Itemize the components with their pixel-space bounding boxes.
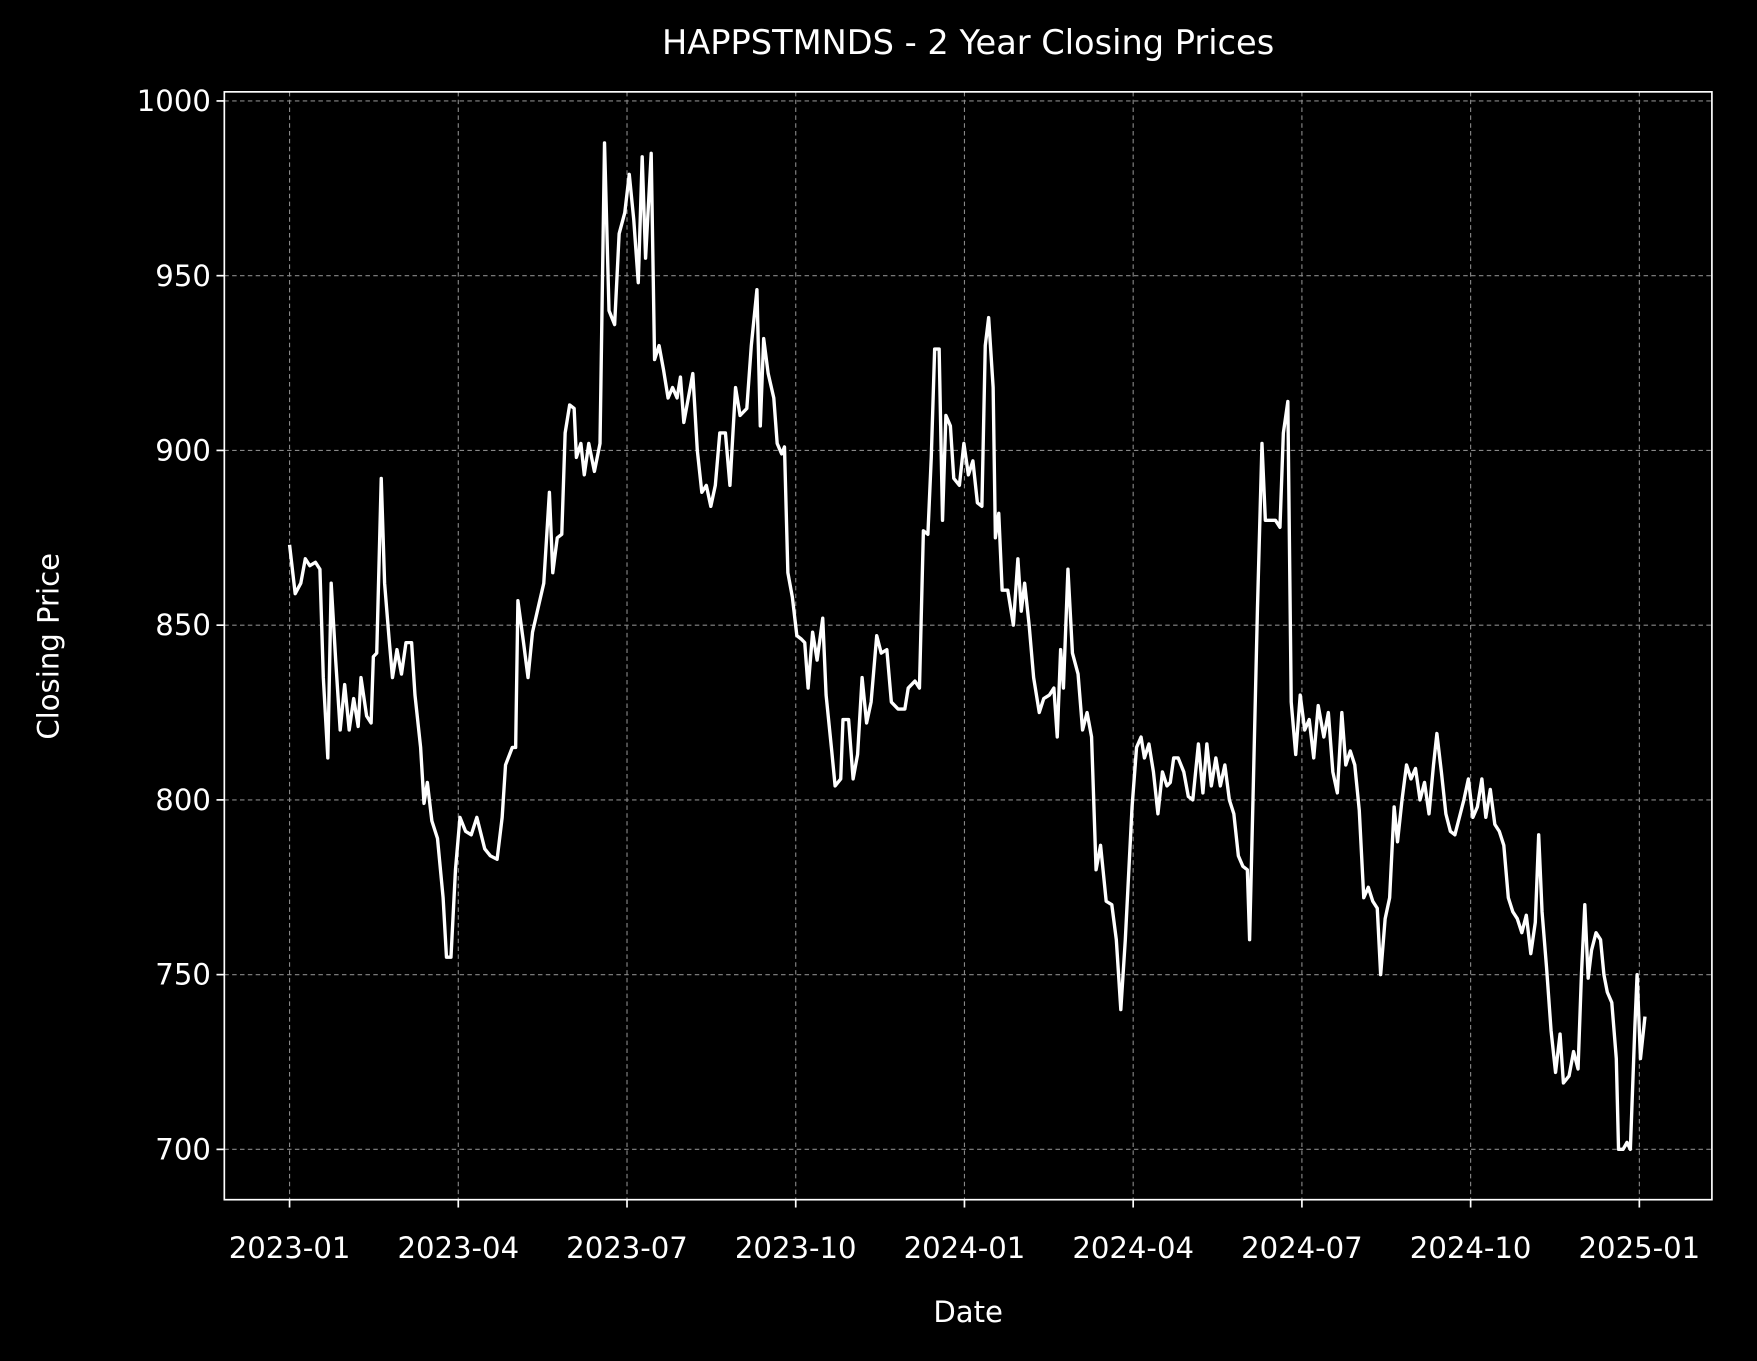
x-axis-label: Date — [933, 1295, 1003, 1329]
y-tick-label: 750 — [155, 958, 211, 992]
x-tick-label: 2024-07 — [1241, 1231, 1363, 1265]
y-tick-label: 700 — [155, 1132, 211, 1166]
y-tick-label: 950 — [155, 259, 211, 293]
y-tick-label: 1000 — [137, 84, 211, 118]
y-tick-label: 900 — [155, 433, 211, 467]
x-tick-label: 2024-01 — [904, 1231, 1026, 1265]
chart-title: HAPPSTMNDS - 2 Year Closing Prices — [662, 23, 1274, 62]
y-tick-label: 850 — [155, 608, 211, 642]
x-tick-label: 2023-07 — [566, 1231, 688, 1265]
x-tick-label: 2024-04 — [1072, 1231, 1194, 1265]
y-tick-label: 800 — [155, 783, 211, 817]
x-tick-label: 2025-01 — [1579, 1231, 1701, 1265]
x-tick-label: 2024-10 — [1410, 1231, 1532, 1265]
plot-frame — [223, 91, 1713, 1201]
y-axis-label: Closing Price — [32, 553, 66, 740]
x-tick-label: 2023-10 — [735, 1231, 857, 1265]
x-tick-label: 2023-01 — [229, 1231, 351, 1265]
price-line — [287, 141, 1647, 1152]
x-tick-label: 2023-04 — [397, 1231, 519, 1265]
